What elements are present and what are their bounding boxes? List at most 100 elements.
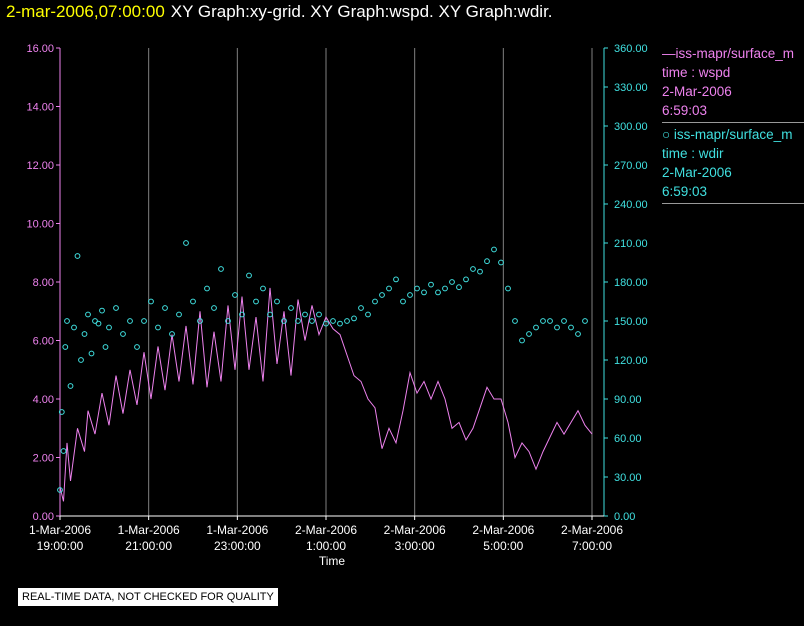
wdir-data-point [60, 448, 67, 454]
wdir-data-point [88, 350, 95, 357]
wdir-data-point [337, 320, 343, 327]
wdir-data-point [190, 298, 196, 305]
wdir-data-point [127, 318, 133, 324]
x-tick-label: 7:00:00 [572, 539, 612, 553]
right-tick-label: 270.00 [614, 160, 648, 172]
wdir-data-point [554, 324, 560, 331]
x-tick-label: 2-Mar-2006 [472, 523, 534, 537]
wdir-data-point [379, 292, 385, 298]
right-tick-label: 240.00 [614, 199, 648, 211]
x-tick-label: 1-Mar-2006 [118, 523, 180, 537]
wdir-data-point [519, 337, 525, 344]
wdir-data-point [582, 318, 588, 324]
wdir-data-point [120, 331, 126, 337]
x-tick-label: 5:00:00 [483, 539, 523, 553]
wdir-data-point [204, 285, 210, 292]
x-tick-label: 19:00:00 [37, 539, 84, 553]
wdir-data-point [498, 259, 504, 266]
legend-time: 6:59:03 [662, 103, 708, 118]
wdir-data-point [225, 318, 231, 324]
wdir-data-point [309, 318, 315, 324]
right-tick-label: 90.00 [614, 394, 642, 406]
right-tick-label: 180.00 [614, 277, 648, 289]
legend: —iss-mapr/surface_m time : wspd 2-Mar-20… [662, 44, 804, 204]
wdir-data-point [372, 298, 378, 305]
wdir-data-point [449, 279, 455, 285]
legend-time: 6:59:03 [662, 184, 708, 199]
wdir-data-point [330, 318, 336, 324]
x-tick-label: 1-Mar-2006 [29, 523, 91, 537]
left-tick-label: 6.00 [33, 336, 54, 348]
wdir-data-point [102, 344, 109, 350]
wdir-data-point [351, 315, 357, 322]
timestamp: 2-mar-2006,07:00:00 [6, 2, 165, 21]
wdir-data-point [67, 383, 74, 389]
legend-circle-icon: ○ [662, 127, 674, 142]
wdir-data-point [85, 311, 91, 318]
wdir-data-point [316, 311, 322, 318]
wdir-data-point [414, 285, 420, 292]
wdir-data-point [393, 276, 399, 283]
legend-field: time : wspd [662, 65, 731, 80]
legend-field: time : wdir [662, 146, 724, 161]
graph-titles: XY Graph:xy-grid. XY Graph:wspd. XY Grap… [170, 2, 553, 21]
wdir-data-point [407, 292, 413, 298]
wdir-data-point [106, 324, 112, 331]
wdir-data-point [344, 318, 350, 324]
wdir-data-point [540, 318, 546, 324]
wdir-data-point [295, 318, 301, 324]
wdir-data-point [288, 305, 294, 311]
wdir-data-point [57, 487, 63, 493]
wdir-data-point [169, 331, 175, 337]
x-tick-label: 21:00:00 [125, 539, 172, 553]
right-tick-label: 60.00 [614, 433, 642, 445]
wspd-series-line [59, 287, 593, 502]
x-tick-label: 3:00:00 [395, 539, 435, 553]
wdir-data-point [78, 357, 84, 363]
wdir-data-point [113, 305, 119, 311]
wdir-data-point [176, 311, 182, 318]
wdir-data-point [400, 298, 406, 305]
wdir-data-point [71, 324, 77, 331]
wdir-data-point [365, 311, 371, 318]
legend-entry-wspd: —iss-mapr/surface_m time : wspd 2-Mar-20… [662, 44, 804, 123]
wdir-data-point [260, 285, 266, 292]
legend-date: 2-Mar-2006 [662, 84, 732, 99]
wdir-data-point [239, 311, 245, 318]
wdir-data-point [358, 305, 364, 311]
wdir-data-point [253, 298, 259, 305]
wdir-data-point [183, 240, 189, 246]
wdir-data-point [141, 318, 147, 324]
wdir-data-point [274, 298, 280, 305]
wdir-data-point [302, 311, 308, 318]
left-tick-label: 14.00 [26, 102, 54, 114]
wdir-data-point [232, 292, 238, 298]
right-tick-label: 300.00 [614, 121, 648, 133]
wdir-data-point [246, 272, 252, 279]
right-tick-label: 120.00 [614, 355, 648, 367]
x-tick-label: 2-Mar-2006 [561, 523, 623, 537]
wdir-data-point [456, 284, 462, 291]
wdir-data-point [533, 324, 539, 331]
x-axis-label: Time [319, 554, 346, 568]
legend-date: 2-Mar-2006 [662, 165, 732, 180]
wdir-data-point [267, 311, 273, 318]
x-tick-label: 1-Mar-2006 [206, 523, 268, 537]
wdir-data-point [568, 324, 574, 331]
left-tick-label: 0.00 [33, 511, 54, 523]
wdir-data-point [505, 285, 511, 292]
wdir-data-point [428, 281, 434, 288]
right-tick-label: 150.00 [614, 316, 648, 328]
wdir-data-point [197, 318, 203, 324]
wdir-data-point [491, 246, 497, 253]
wdir-data-point [281, 318, 287, 324]
wdir-data-point [421, 289, 427, 296]
wdir-data-point [442, 285, 448, 292]
x-tick-label: 23:00:00 [214, 539, 261, 553]
legend-source: iss-mapr/surface_m [673, 127, 793, 142]
wdir-data-point [99, 307, 105, 314]
wdir-data-point [526, 331, 532, 337]
wdir-data-point [435, 289, 441, 296]
right-tick-label: 360.00 [614, 43, 648, 55]
